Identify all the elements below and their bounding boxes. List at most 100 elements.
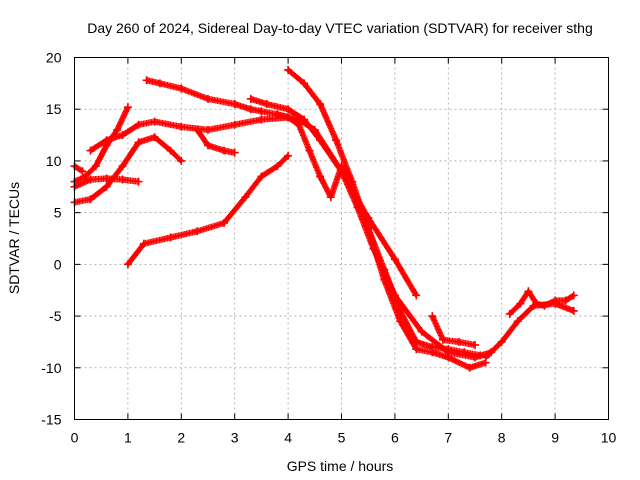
data-point (428, 312, 437, 321)
data-point (102, 174, 111, 183)
x-tick-label: 5 (338, 430, 346, 446)
data-point (102, 136, 111, 145)
data-point (134, 138, 143, 147)
data-point (257, 115, 266, 124)
data-point (134, 177, 143, 186)
data-point (417, 327, 426, 336)
data-point (257, 107, 266, 116)
data-point (177, 84, 186, 93)
data-point (86, 175, 95, 184)
x-tick-label: 2 (177, 430, 185, 446)
data-point (412, 345, 421, 354)
y-tick-label: 5 (54, 205, 62, 221)
data-point (262, 100, 271, 109)
data-point (113, 125, 122, 134)
data-point (569, 291, 578, 300)
series-track-8 (193, 125, 239, 157)
data-point (118, 131, 127, 140)
data-point (134, 120, 143, 129)
data-point (86, 195, 95, 204)
data-point (551, 296, 560, 305)
data-point (166, 233, 175, 242)
data-point (166, 146, 175, 155)
data-point (460, 348, 469, 357)
data-point (273, 110, 282, 119)
data-point (316, 172, 325, 181)
data-series (70, 65, 578, 372)
x-tick-label: 9 (551, 430, 559, 446)
data-point (438, 335, 447, 344)
data-point (428, 343, 437, 352)
y-tick-label: -5 (49, 308, 62, 324)
x-tick-label: 1 (124, 430, 132, 446)
data-point (284, 151, 293, 160)
data-point (505, 310, 514, 319)
series-track-14 (505, 287, 578, 319)
data-point (230, 148, 239, 157)
data-point (193, 125, 202, 134)
data-point (177, 122, 186, 131)
data-point (444, 345, 453, 354)
data-point (471, 341, 479, 350)
data-point (246, 94, 255, 103)
data-point (284, 105, 293, 114)
data-point (348, 182, 357, 191)
data-point (284, 113, 293, 122)
data-point (294, 120, 303, 129)
x-tick-label: 8 (498, 430, 506, 446)
series-track-11 (273, 110, 485, 360)
data-point (123, 103, 132, 112)
data-point (230, 100, 239, 109)
data-point (412, 337, 421, 346)
data-point (193, 227, 202, 236)
data-point (561, 296, 570, 305)
y-tick-label: 15 (46, 101, 62, 117)
data-point (91, 162, 100, 171)
data-point (139, 239, 148, 248)
data-point (241, 193, 250, 202)
data-point (481, 353, 490, 362)
data-point (284, 65, 293, 74)
data-point (257, 172, 266, 181)
x-tick-label: 0 (71, 430, 79, 446)
data-point (380, 265, 389, 274)
data-point (78, 167, 87, 176)
data-point (465, 363, 474, 372)
data-point (204, 94, 212, 103)
data-point (454, 337, 463, 346)
data-point (337, 162, 346, 171)
data-point (123, 260, 132, 269)
chart-title: Day 260 of 2024, Sidereal Day-to-day VTE… (87, 20, 593, 36)
data-point (332, 136, 341, 145)
data-point (102, 182, 111, 191)
y-tick-label: -10 (41, 360, 61, 376)
data-point (326, 193, 335, 202)
y-tick-label: 20 (46, 50, 62, 66)
x-tick-label: 10 (601, 430, 617, 446)
data-point (390, 255, 399, 264)
data-point (300, 79, 309, 88)
data-point (220, 218, 229, 227)
x-tick-label: 4 (284, 430, 292, 446)
data-point (273, 162, 282, 171)
data-point (220, 146, 229, 155)
series-track-12 (428, 312, 479, 350)
data-point (204, 125, 212, 134)
tick-marks (74, 57, 609, 420)
data-point (246, 105, 255, 114)
data-point (204, 141, 212, 150)
data-point (316, 100, 325, 109)
data-point (412, 291, 421, 300)
y-tick-label: 10 (46, 153, 62, 169)
data-point (230, 120, 239, 129)
x-tick-label: 6 (391, 430, 399, 446)
data-point (142, 76, 151, 85)
y-tick-labels: -15 -10 -5 0 5 10 15 20 (41, 50, 61, 428)
data-point (300, 115, 309, 124)
data-point (516, 299, 525, 308)
data-point (305, 146, 314, 155)
data-point (150, 133, 159, 142)
y-tick-label: 0 (54, 256, 62, 272)
